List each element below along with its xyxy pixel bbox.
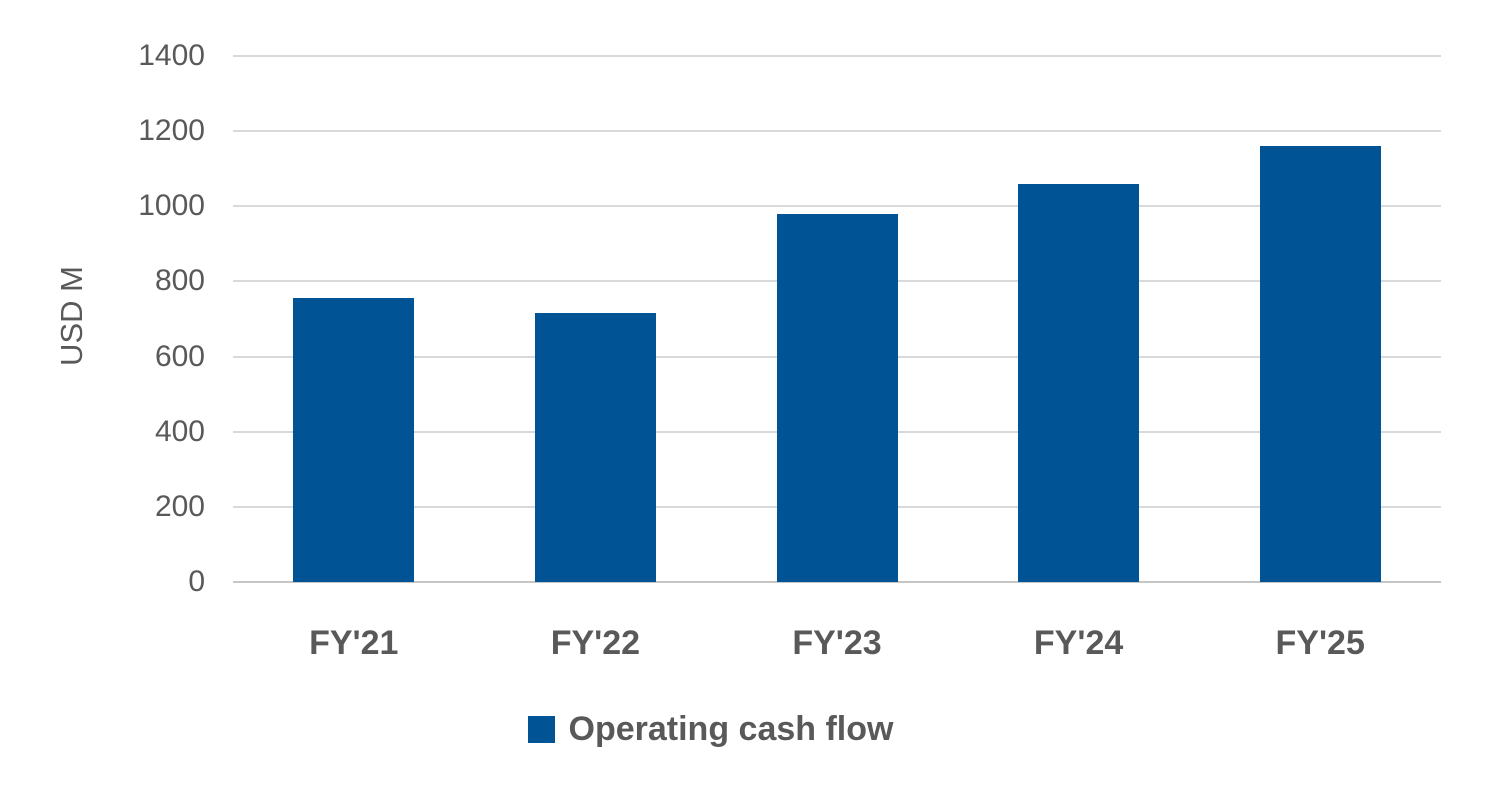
- x-axis-label-fy22: FY'22: [550, 624, 641, 662]
- bar-fy21: [293, 298, 415, 582]
- legend-label: Operating cash flow: [568, 710, 894, 748]
- bar-fy24: [1018, 183, 1140, 582]
- legend-swatch-icon: [527, 716, 555, 743]
- x-axis-label-fy23: FY'23: [792, 624, 882, 662]
- bar-fy25: [1259, 146, 1381, 582]
- x-axis-label-fy25: FY'25: [1275, 624, 1365, 662]
- y-tick-label-400: 400: [154, 414, 205, 448]
- x-axis-label-fy21: FY'21: [309, 624, 399, 662]
- y-tick-label-0: 0: [188, 565, 205, 598]
- y-tick-label-600: 600: [154, 339, 205, 373]
- bar-fy22: [534, 313, 656, 582]
- gridline-1000: [233, 205, 1441, 208]
- y-tick-label-200: 200: [154, 489, 205, 523]
- y-tick-label-800: 800: [154, 264, 205, 298]
- x-axis-label-fy24: FY'24: [1033, 624, 1124, 662]
- y-tick-label-1000: 1000: [138, 189, 205, 223]
- gridline-0: [233, 581, 1441, 583]
- bar-fy23: [776, 213, 898, 582]
- y-tick-label-1400: 1400: [138, 39, 205, 72]
- gridline-1400: [233, 55, 1441, 57]
- y-tick-label-1200: 1200: [138, 114, 205, 148]
- gridline-1200: [233, 130, 1441, 133]
- legend: Operating cash flow: [0, 710, 1453, 749]
